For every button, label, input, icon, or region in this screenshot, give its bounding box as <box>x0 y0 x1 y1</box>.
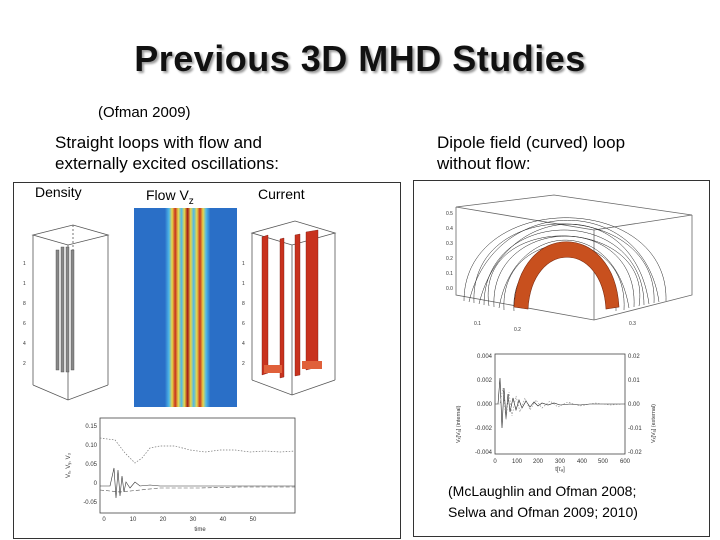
ytick-2: 0.05 <box>85 462 97 468</box>
citation-bottom-line2: Selwa and Ofman 2009; 2010) <box>448 504 638 520</box>
svg-text:6: 6 <box>23 321 26 327</box>
citation-top: (Ofman 2009) <box>98 104 191 121</box>
right-heading: Dipole field (curved) loop without flow: <box>437 132 625 174</box>
right-heading-line2: without flow: <box>437 154 531 173</box>
svg-text:8: 8 <box>242 301 245 307</box>
label-flow-subscript: z <box>188 195 194 207</box>
svg-text:2: 2 <box>23 361 26 367</box>
rxtick-4: 400 <box>577 459 588 465</box>
xtick-5: 50 <box>250 517 257 523</box>
svg-text:1: 1 <box>242 281 245 287</box>
svg-text:1: 1 <box>242 261 245 267</box>
citation-bottom: (McLaughlin and Ofman 2008; Selwa and Of… <box>448 481 698 523</box>
xtick-3: 30 <box>190 517 197 523</box>
svg-text:0.1: 0.1 <box>446 271 453 277</box>
svg-text:0.3: 0.3 <box>629 321 636 327</box>
xtick-1: 10 <box>130 517 137 523</box>
rxtick-1: 100 <box>512 459 523 465</box>
right-plot-ylabel-right: Vₓ[Vₐ] (external) <box>651 404 657 443</box>
right-heading-line1: Dipole field (curved) loop <box>437 133 626 152</box>
rxtick-5: 500 <box>598 459 609 465</box>
label-density: Density <box>35 184 82 200</box>
svg-text:0.5: 0.5 <box>446 211 453 217</box>
ytick-0: 0.15 <box>85 424 97 430</box>
rxtick-3: 300 <box>555 459 566 465</box>
left-heading: Straight loops with flow and externally … <box>55 132 279 174</box>
right-plot-xlabel: t[τₐ] <box>555 467 565 473</box>
ytick-right-0: 0.02 <box>628 354 640 360</box>
ytick-right-3: -0.01 <box>628 426 642 432</box>
svg-text:0.3: 0.3 <box>446 241 453 247</box>
velocity-internal-external-plot: 0.004 0.002 0.000 -0.002 -0.004 0.02 0.0… <box>456 353 657 473</box>
svg-text:0.0: 0.0 <box>446 286 453 292</box>
ytick-left-0: 0.004 <box>477 354 493 360</box>
velocity-time-series-plot: 0.15 0.10 0.05 0 -0.05 0 10 20 30 40 50 … <box>66 417 296 533</box>
ytick-right-1: 0.01 <box>628 378 640 384</box>
ytick-left-2: 0.000 <box>477 402 493 408</box>
citation-bottom-line1: (McLaughlin and Ofman 2008; <box>448 483 637 499</box>
label-flow: Flow Vz <box>146 187 194 207</box>
ytick-1: 0.10 <box>85 443 97 449</box>
svg-text:0.2: 0.2 <box>514 327 521 333</box>
right-figure-panel <box>413 180 710 537</box>
ytick-left-4: -0.004 <box>475 450 493 456</box>
svg-text:4: 4 <box>242 341 245 347</box>
ytick-right-2: 0.00 <box>628 402 640 408</box>
ytick-4: -0.05 <box>83 500 97 506</box>
slide-title: Previous 3D MHD Studies <box>134 38 586 79</box>
ytick-left-3: -0.002 <box>475 426 493 432</box>
label-current: Current <box>258 186 305 202</box>
left-heading-line1: Straight loops with flow and <box>55 133 262 152</box>
label-flow-text: Flow V <box>146 187 189 203</box>
ytick-left-1: 0.002 <box>477 378 493 384</box>
svg-text:4: 4 <box>23 341 26 347</box>
dipole-loop-3d-plot: 0.5 0.4 0.3 0.2 0.1 0.0 0.1 0.2 0.3 <box>446 194 693 333</box>
left-plot-ylabel: Vₓ, Vᵧ, V₃ <box>66 452 72 478</box>
svg-text:8: 8 <box>23 301 26 307</box>
current-3d-plot: 1 1 8 6 4 2 <box>242 220 337 396</box>
svg-text:6: 6 <box>242 321 245 327</box>
rxtick-2: 200 <box>533 459 544 465</box>
loop-surface <box>513 241 620 310</box>
rxtick-6: 600 <box>620 459 631 465</box>
ytick-3: 0 <box>94 481 98 487</box>
flow-vz-plot <box>134 208 237 407</box>
rxtick-0: 0 <box>493 459 497 465</box>
left-heading-line2: externally excited oscillations: <box>55 154 279 173</box>
ytick-right-4: -0.02 <box>628 450 642 456</box>
svg-text:0.2: 0.2 <box>446 256 453 262</box>
svg-text:2: 2 <box>242 361 245 367</box>
density-3d-plot: 1 1 8 6 4 2 <box>23 224 110 401</box>
svg-text:0.4: 0.4 <box>446 226 453 232</box>
svg-text:1: 1 <box>23 281 26 287</box>
xtick-2: 20 <box>160 517 167 523</box>
xtick-0: 0 <box>102 517 106 523</box>
svg-text:0.1: 0.1 <box>474 321 481 327</box>
xtick-4: 40 <box>220 517 227 523</box>
left-plot-xlabel: time <box>194 527 206 533</box>
svg-text:1: 1 <box>23 261 26 267</box>
right-plot-ylabel-left: Vₓ[Vₐ] (internal) <box>456 405 462 443</box>
